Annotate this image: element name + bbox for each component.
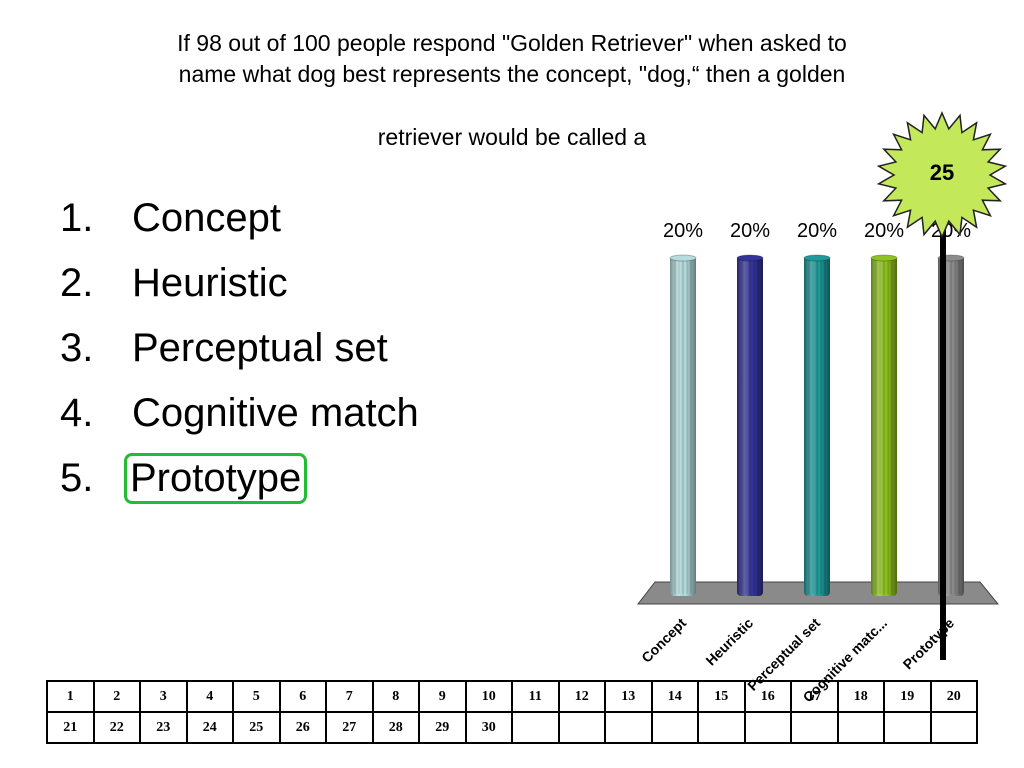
question-line-2: name what dog best represents the concep… xyxy=(178,61,846,87)
answer-option-4[interactable]: 4. Cognitive match xyxy=(60,381,421,446)
answer-label-correct: Prototype xyxy=(124,453,308,504)
countdown-timer: 25 xyxy=(872,108,1012,243)
response-grid-cell: 13 xyxy=(604,680,653,713)
chart-data-label: 20% xyxy=(797,220,837,242)
response-grid-cell: 14 xyxy=(650,680,699,713)
answer-label: Heuristic xyxy=(132,261,288,305)
response-grid-cell xyxy=(557,711,606,744)
response-grid-cell: 29 xyxy=(418,711,467,744)
response-grid-cell: 19 xyxy=(883,680,932,713)
response-grid-cell xyxy=(743,711,792,744)
answer-number: 2. xyxy=(60,261,94,305)
response-grid-row-2: 21 22 23 24 25 26 27 28 29 30 xyxy=(46,711,978,744)
answer-label: Cognitive match xyxy=(132,391,419,435)
response-grid-cell xyxy=(929,711,978,744)
chart-bar-shading xyxy=(804,256,830,596)
response-grid-cell: 23 xyxy=(139,711,188,744)
response-grid-cell: 12 xyxy=(557,680,606,713)
response-grid-cell: 24 xyxy=(185,711,234,744)
chart-category-label: Prototype xyxy=(900,615,958,673)
chart-data-label: 20% xyxy=(864,220,904,242)
chart-data-label: 20% xyxy=(663,220,703,242)
answer-option-3[interactable]: 3. Perceptual set xyxy=(60,316,421,381)
response-grid-cell: 15 xyxy=(697,680,746,713)
response-grid-cell: 20 xyxy=(929,680,978,713)
response-grid-cell xyxy=(650,711,699,744)
question-line-3: retriever would be called a xyxy=(377,124,647,150)
answer-label: Perceptual set xyxy=(132,326,388,370)
answer-option-2[interactable]: 2. Heuristic xyxy=(60,251,421,316)
response-grid-cell: 5 xyxy=(232,680,281,713)
timer-value: 25 xyxy=(929,160,955,185)
question-text: If 98 out of 100 people respond "Golden … xyxy=(60,28,964,90)
chart-bar-top xyxy=(870,254,898,262)
response-grid-cell xyxy=(790,711,839,744)
chart-bar-shading xyxy=(737,256,763,596)
response-grid-cell xyxy=(697,711,746,744)
chart-data-label: 20% xyxy=(730,220,770,242)
response-grid-cell: 6 xyxy=(278,680,327,713)
answer-number: 1. xyxy=(60,196,94,240)
chart-bar-shading xyxy=(871,256,897,596)
chart-bar-top xyxy=(669,254,697,262)
answer-label: Concept xyxy=(132,196,281,240)
answer-number: 5. xyxy=(60,456,94,500)
answer-number: 3. xyxy=(60,326,94,370)
response-grid-cell: 3 xyxy=(139,680,188,713)
response-grid-cell: 25 xyxy=(232,711,281,744)
response-grid-cell: 22 xyxy=(92,711,141,744)
timer-pole xyxy=(940,228,946,660)
response-grid-cell: 7 xyxy=(325,680,374,713)
response-grid-cell: 2 xyxy=(92,680,141,713)
starburst-shape xyxy=(876,110,1008,240)
response-grid-cell: 28 xyxy=(371,711,420,744)
response-grid-cell xyxy=(604,711,653,744)
response-grid-cell: 10 xyxy=(464,680,513,713)
response-grid-cell: 1 xyxy=(46,680,95,713)
response-grid-cell: 11 xyxy=(511,680,560,713)
question-line-1: If 98 out of 100 people respond "Golden … xyxy=(177,30,847,56)
chart-category-label: Heuristic xyxy=(702,615,756,669)
answer-option-1[interactable]: 1. Concept xyxy=(60,186,421,251)
response-grid-cell: 9 xyxy=(418,680,467,713)
chart-bar-shading xyxy=(670,256,696,596)
response-grid-cell: 4 xyxy=(185,680,234,713)
response-grid-cell: 21 xyxy=(46,711,95,744)
starburst-icon xyxy=(876,110,1008,240)
response-grid-cell: 30 xyxy=(464,711,513,744)
response-grid-cell: 26 xyxy=(278,711,327,744)
response-grid-cell xyxy=(836,711,885,744)
response-grid-cell: 8 xyxy=(371,680,420,713)
answer-number: 4. xyxy=(60,391,94,435)
chart-category-label: Concept xyxy=(638,615,689,666)
answer-option-5[interactable]: 5. Prototype xyxy=(60,446,421,511)
response-grid-row-1: 1 2 3 4 5 6 7 8 9 10 11 12 13 14 15 16 17 18 19 20 xyxy=(46,680,978,713)
chart-bar-top xyxy=(736,254,764,262)
answer-list: 1. Concept 2. Heuristic 3. Perceptual set 4… xyxy=(60,186,421,511)
response-grid-cell: 27 xyxy=(325,711,374,744)
response-grid-cell xyxy=(511,711,560,744)
response-grid-cell: 18 xyxy=(836,680,885,713)
response-grid-cell xyxy=(883,711,932,744)
chart-bar-top xyxy=(803,254,831,262)
response-grid-cell: 16 xyxy=(743,680,792,713)
response-grid: 1 2 3 4 5 6 7 8 9 10 11 12 13 14 15 16 17 18 19 20 21 22 23 24… xyxy=(46,680,978,744)
response-grid-cell: 17 xyxy=(790,680,839,713)
